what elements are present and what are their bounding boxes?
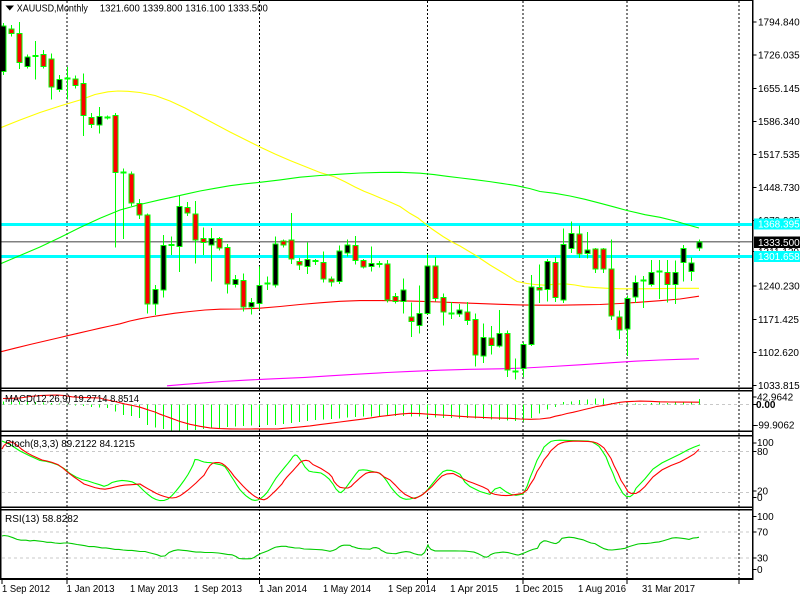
svg-text:1726.035: 1726.035 — [758, 51, 800, 62]
svg-text:1794.840: 1794.840 — [758, 18, 800, 29]
svg-text:1 May 2013: 1 May 2013 — [130, 584, 178, 595]
svg-text:1333.500: 1333.500 — [758, 238, 800, 249]
svg-text:0: 0 — [757, 493, 763, 504]
svg-text:XAUUSD,Monthly: XAUUSD,Monthly — [17, 3, 89, 15]
svg-text:1448.730: 1448.730 — [758, 183, 800, 194]
svg-text:1517.535: 1517.535 — [758, 150, 800, 161]
svg-text:100: 100 — [757, 512, 774, 523]
svg-text:MACD(12,26,9) 19.2714 8.8514: MACD(12,26,9) 19.2714 8.8514 — [5, 394, 139, 405]
svg-text:80: 80 — [757, 447, 769, 458]
svg-text:0: 0 — [757, 565, 763, 576]
svg-text:1102.620: 1102.620 — [758, 348, 799, 359]
svg-text:1 Sep 2012: 1 Sep 2012 — [2, 584, 50, 595]
svg-text:1586.340: 1586.340 — [758, 117, 800, 128]
svg-text:1 Jan 2014: 1 Jan 2014 — [259, 584, 307, 595]
svg-text:30: 30 — [757, 553, 769, 564]
svg-text:1 Sep 2013: 1 Sep 2013 — [194, 584, 242, 595]
svg-text:31 Mar 2017: 31 Mar 2017 — [642, 584, 695, 595]
svg-text:100: 100 — [757, 438, 774, 449]
svg-text:1033.815: 1033.815 — [758, 381, 800, 392]
svg-text:1 Sep 2014: 1 Sep 2014 — [388, 584, 436, 595]
svg-text:42.9642: 42.9642 — [757, 393, 794, 404]
svg-text:Stoch(8,3,3) 89.2122 84.1215: Stoch(8,3,3) 89.2122 84.1215 — [5, 439, 135, 450]
svg-text:1 Jan 2013: 1 Jan 2013 — [67, 584, 115, 595]
svg-text:1301.658: 1301.658 — [758, 252, 800, 263]
svg-text:1655.145: 1655.145 — [758, 84, 800, 95]
svg-text:1171.425: 1171.425 — [758, 315, 799, 326]
svg-text:1240.230: 1240.230 — [758, 282, 800, 293]
svg-text:0.00: 0.00 — [756, 400, 776, 411]
svg-text:20: 20 — [757, 487, 769, 498]
svg-text:1321.600 1339.800 1316.100 133: 1321.600 1339.800 1316.100 1333.500 — [100, 3, 268, 15]
svg-text:1 Apr 2015: 1 Apr 2015 — [450, 584, 498, 595]
svg-text:1 May 2014: 1 May 2014 — [323, 584, 371, 595]
svg-text:70: 70 — [757, 528, 769, 539]
svg-text:1 Dec 2015: 1 Dec 2015 — [515, 584, 563, 595]
svg-text:RSI(13) 58.8282: RSI(13) 58.8282 — [5, 514, 79, 525]
svg-text:1368.395: 1368.395 — [758, 220, 800, 231]
svg-text:-99.9062: -99.9062 — [755, 421, 795, 432]
svg-text:1 Aug 2016: 1 Aug 2016 — [578, 584, 626, 595]
